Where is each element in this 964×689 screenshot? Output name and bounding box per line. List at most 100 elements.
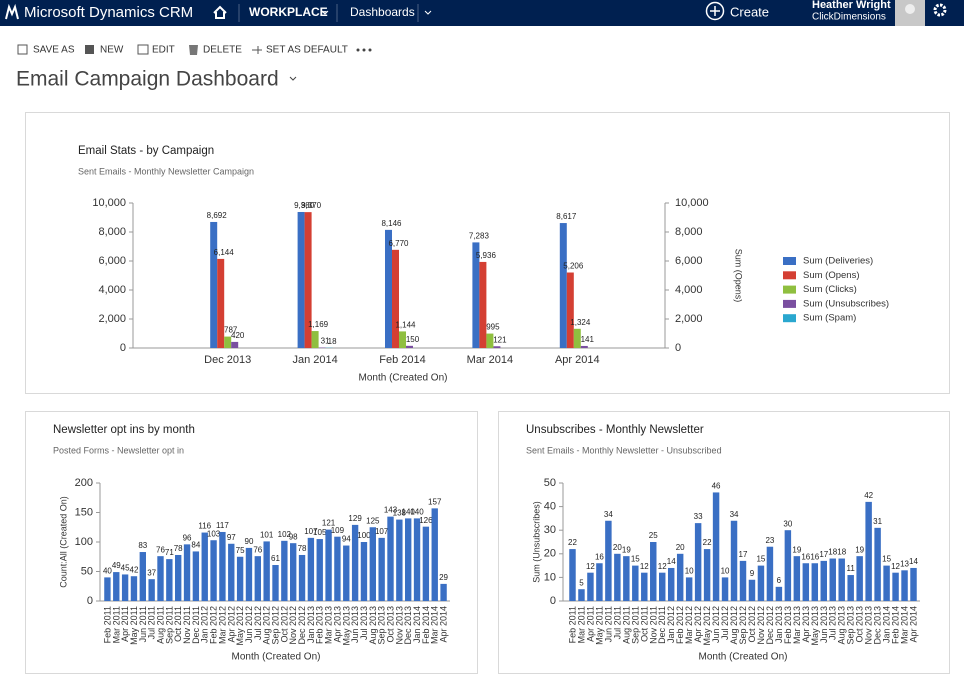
x-tick-label: Nov 2013 [864,606,874,645]
bar [369,527,376,601]
data-label: 141 [581,335,595,344]
x-tick-label: Nov 2011 [648,606,658,644]
bar [297,211,305,348]
brand[interactable]: Microsoft Dynamics CRM [24,4,193,21]
y-tick-label: 150 [75,506,93,518]
bar [272,565,279,601]
data-label: 121 [493,335,507,344]
home-icon[interactable] [213,5,227,19]
chevron [321,10,329,15]
data-label: 15 [882,555,891,564]
bar [793,556,801,601]
x-tick-label: Aug 2011 [156,606,166,644]
bar [659,572,666,601]
x-tick-label: Nov 2012 [756,606,766,645]
title-chevron[interactable] [289,76,297,81]
btn-new[interactable]: NEW [100,45,124,56]
create-icon[interactable] [705,1,725,21]
x-tick-label: Oct 2013 [855,606,865,643]
btn-edit[interactable]: EDIT [152,45,175,56]
page-title: Email Campaign Dashboard [16,68,279,91]
x-tick-label: Dec 2011 [191,606,201,644]
x-tick-label: Dec 2012 [297,606,307,645]
x-tick-label: Feb 2014 [891,606,901,644]
x-tick-label: Feb 2012 [675,606,685,644]
data-label: 150 [406,335,420,344]
bar [385,229,392,348]
plus [710,6,720,16]
data-label: 100 [357,531,371,540]
x-tick-label: Feb 2012 [209,606,219,644]
data-label: 94 [342,535,351,544]
x-tick-label: Jan 2014 [412,606,422,643]
x-tick-label: May 2011 [594,606,604,645]
data-label: 42 [130,565,139,574]
x-tick-label: Apr 2013 [801,606,811,643]
data-label: 8,617 [556,212,577,221]
data-label: 19 [622,545,631,554]
data-label: 96 [183,533,192,542]
data-label: 12 [586,562,595,571]
x-tick-label: Dec 2011 [657,606,667,644]
more[interactable] [356,48,360,52]
create[interactable]: Create [730,4,769,19]
data-label: 84 [191,541,200,550]
y-tick-label: 4,000 [98,284,126,296]
chevron[interactable] [424,10,432,15]
x-tick-label: Jan 2014 [882,606,892,643]
save-icon [17,44,28,55]
btn-delete[interactable]: DELETE [203,45,242,56]
y-tick-label: 30 [544,524,556,536]
bar [838,558,845,601]
bar [254,556,261,601]
y-tick-label: 100 [75,536,93,548]
settings-icon[interactable] [933,3,947,17]
y-tick-label: 6,000 [98,255,126,267]
edit-icon [137,44,149,55]
user-name[interactable]: Heather Wright [812,0,891,11]
data-label: 102 [278,530,292,539]
bar [192,551,200,601]
data-label: 14 [667,557,676,566]
y-tick-label: 0 [550,595,556,607]
bar [580,345,588,348]
bar [614,553,621,601]
bar [406,345,413,348]
x-tick-label: Nov 2012 [288,606,298,645]
x-tick-label: Mar 2014 [430,606,440,644]
data-label: 12 [658,562,667,571]
nav-workplace[interactable]: WORKPLACE [249,5,328,19]
bar [422,526,430,601]
nav-dashboards[interactable]: Dashboards [350,5,415,19]
legend-label: Sum (Clicks) [803,284,857,295]
x-tick-label: Feb 2013 [783,606,793,644]
x-tick-label: Oct 2012 [747,606,757,643]
bar [175,554,182,601]
bar [676,553,684,601]
x-tick-label: Apr 2011 [120,606,130,642]
bar [431,508,438,601]
data-label: 420 [231,331,245,340]
data-label: 10 [685,567,694,576]
btn-set-default[interactable]: SET AS DEFAULT [266,45,348,56]
chart-subtitle: Posted Forms - Newsletter opt in [53,445,184,455]
bar [231,341,239,348]
btn-save-as[interactable]: SAVE AS [33,45,75,56]
y2-tick-label: 10,000 [675,197,709,209]
data-label: 83 [138,541,147,550]
bar [605,520,612,601]
x-tick-label: Jul 2012 [253,606,263,640]
data-label: 16 [801,552,810,561]
data-label: 22 [568,538,577,547]
bar [378,537,385,601]
x-tick-label: Jul 2011 [612,606,622,639]
data-label: 16 [595,552,604,561]
x-tick-label: Mar 2014 [467,354,513,366]
data-label: 76 [156,545,165,554]
data-label: 138 [393,509,407,518]
bar [210,221,218,348]
x-tick-label: Jan 2012 [666,606,676,643]
x-tick-label: May 2011 [129,606,139,645]
data-label: 97 [227,533,236,542]
x-tick-label: Apr 2012 [693,606,703,643]
